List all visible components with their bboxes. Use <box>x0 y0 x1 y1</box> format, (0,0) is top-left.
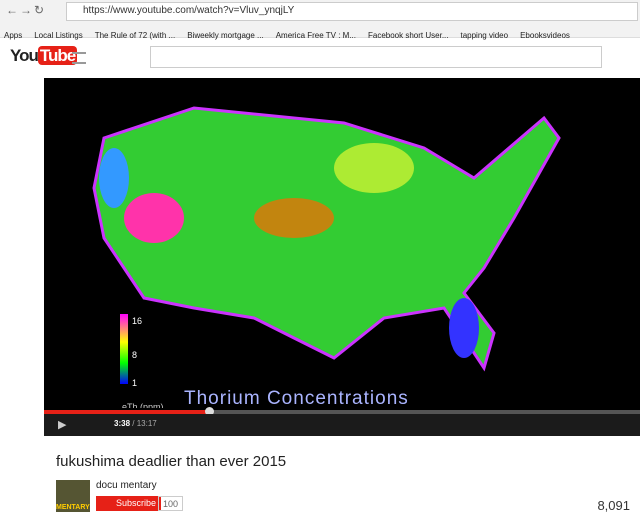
view-count: 8,091 <box>597 498 630 513</box>
channel-name[interactable]: docu mentary <box>96 480 157 491</box>
subscriber-count: 100 <box>158 496 184 511</box>
map-image <box>92 106 561 384</box>
url: https://www.youtube.com/watch?v=Vluv_ynq… <box>83 5 295 16</box>
scrubber[interactable] <box>205 407 214 416</box>
video-title: fukushima deadlier than ever 2015 <box>56 453 287 470</box>
legend-bar <box>120 314 128 384</box>
bookmark[interactable]: Apps <box>4 31 23 40</box>
bookmark[interactable]: Ebooksvideos <box>520 31 570 40</box>
bookmark[interactable]: America Free TV : M... <box>275 31 356 40</box>
legend-tick: 8 <box>132 350 138 360</box>
subscribe-button[interactable]: Subscribe <box>96 496 162 511</box>
legend-tick: 1 <box>132 378 138 388</box>
time-separator: / <box>132 419 135 428</box>
controls: ▶ 3:38 / 13:17 <box>44 414 640 436</box>
overlay-title: Thorium Concentrations <box>184 388 409 409</box>
legend-tick: 16 <box>132 316 143 326</box>
progress-played <box>44 410 210 414</box>
bookmark[interactable]: Local Listings <box>34 31 83 40</box>
play-button[interactable]: ▶ <box>58 419 67 431</box>
url-box[interactable]: https://www.youtube.com/watch?v=Vluv_ynq… <box>66 2 638 21</box>
channel-thumbnail[interactable]: MENTARY <box>56 480 90 512</box>
youtube-logo[interactable]: You Tube <box>10 46 78 66</box>
search-box[interactable] <box>150 46 602 68</box>
progress-track[interactable] <box>44 410 640 414</box>
video-player[interactable]: 16 8 1 eTh (ppm) Thorium Concentrations … <box>44 78 640 436</box>
legend-label: eTh (ppm) <box>122 402 164 408</box>
bookmark[interactable]: tapping video <box>460 31 509 40</box>
logo-you: You <box>10 46 39 65</box>
menu-icon[interactable] <box>72 52 86 64</box>
bookmark[interactable]: Facebook short User... <box>368 31 449 40</box>
duration: 13:17 <box>136 419 157 428</box>
current-time: 3:38 <box>114 419 131 428</box>
back-button[interactable]: ← <box>6 3 18 17</box>
logo-tube: Tube <box>37 46 78 65</box>
bookmarks-bar: Apps Local Listings The Rule of 72 (with .… <box>0 22 640 40</box>
thumbnail-text: MENTARY <box>56 504 90 511</box>
forward-button[interactable]: → <box>20 3 32 17</box>
bookmark[interactable]: The Rule of 72 (with ... <box>94 31 176 40</box>
bookmark[interactable]: Biweekly mortgage ... <box>187 31 264 40</box>
address-bar: ← → ↻ https://www.youtube.com/watch?v=Vl… <box>0 0 640 22</box>
reload-button[interactable]: ↻ <box>34 3 45 17</box>
time-display: 3:38 / 13:17 <box>114 419 157 428</box>
